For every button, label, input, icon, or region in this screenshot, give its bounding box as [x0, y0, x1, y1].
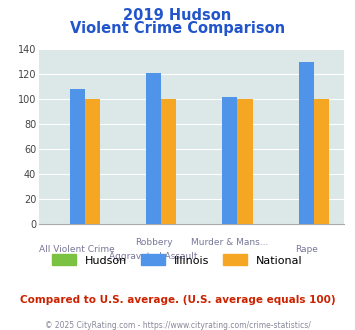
Legend: Hudson, Illinois, National: Hudson, Illinois, National [48, 250, 307, 270]
Text: Robbery: Robbery [135, 238, 172, 247]
Bar [314, 99, 329, 224]
Text: Aggravated Assault: Aggravated Assault [109, 252, 198, 261]
Bar [85, 99, 100, 224]
Text: Rape: Rape [295, 245, 318, 254]
Text: Compared to U.S. average. (U.S. average equals 100): Compared to U.S. average. (U.S. average … [20, 295, 335, 305]
Text: Violent Crime Comparison: Violent Crime Comparison [70, 21, 285, 36]
Bar [70, 89, 85, 224]
Text: Murder & Mans...: Murder & Mans... [191, 238, 268, 247]
Text: © 2025 CityRating.com - https://www.cityrating.com/crime-statistics/: © 2025 CityRating.com - https://www.city… [45, 321, 310, 330]
Bar [222, 97, 237, 224]
Text: All Violent Crime: All Violent Crime [39, 245, 115, 254]
Text: 2019 Hudson: 2019 Hudson [124, 8, 231, 23]
Bar [161, 99, 176, 224]
Bar [237, 99, 253, 224]
Bar [146, 73, 161, 224]
Bar [299, 62, 314, 224]
